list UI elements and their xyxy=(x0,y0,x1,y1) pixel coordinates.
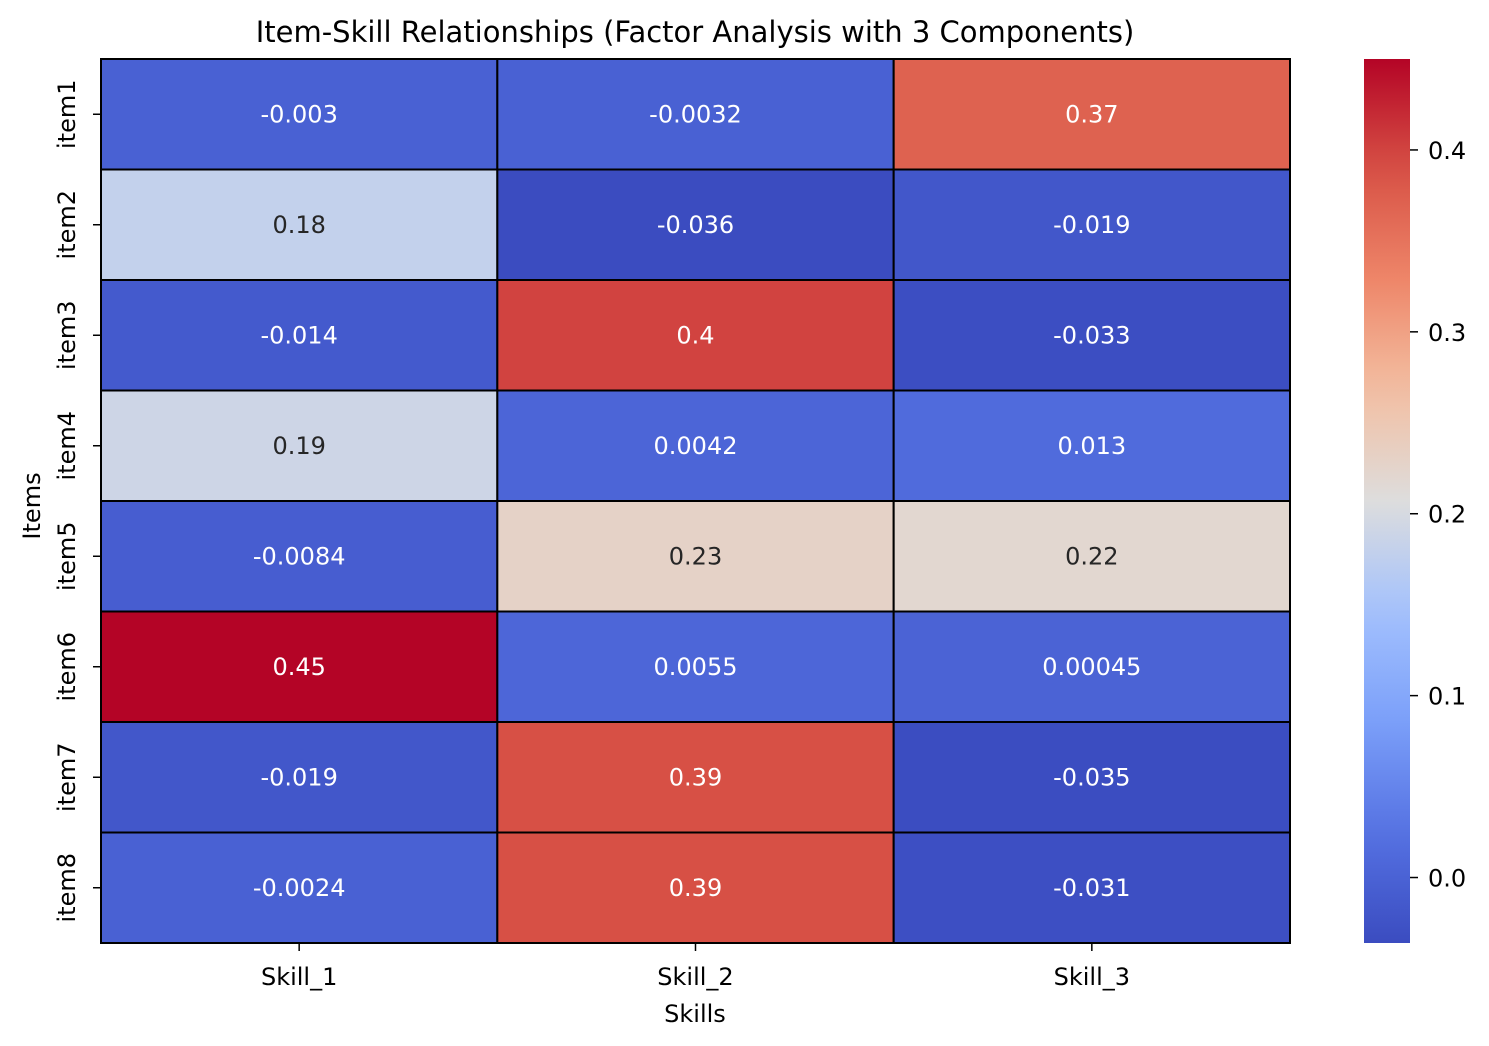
heatmap-cell xyxy=(892,389,1292,502)
colorbar-ticks: 0.0 0.1 0.2 0.3 0.4 xyxy=(1410,137,1466,893)
cell-value-label: 0.013 xyxy=(1057,432,1126,460)
cell-value-label: 0.23 xyxy=(669,542,722,570)
x-axis-label: Skills xyxy=(664,1000,726,1028)
cell-value-label: -0.035 xyxy=(1053,763,1130,791)
cell-value-label: 0.19 xyxy=(272,432,325,460)
cell-value-label: 0.37 xyxy=(1065,100,1118,128)
heatmap-cell xyxy=(892,831,1292,944)
heatmap-cell xyxy=(892,721,1292,834)
y-tick-label: item7 xyxy=(53,743,81,813)
cell-value-label: -0.019 xyxy=(1053,211,1130,239)
heatmap-cell xyxy=(496,168,895,281)
heatmap-cells xyxy=(100,58,1292,944)
cell-value-label: 0.00045 xyxy=(1042,653,1141,681)
cell-value-label: 0.22 xyxy=(1065,542,1118,570)
cell-value-label: -0.014 xyxy=(260,321,337,349)
heatmap-cell xyxy=(496,279,895,392)
heatmap-cell xyxy=(496,500,895,613)
cell-value-label: 0.39 xyxy=(669,874,722,902)
heatmap-cell xyxy=(496,58,895,171)
y-tick-label: item3 xyxy=(53,301,81,371)
heatmap-cell xyxy=(892,500,1292,613)
y-tick-label: item5 xyxy=(53,522,81,592)
cell-value-label: -0.036 xyxy=(657,211,734,239)
cell-value-label: 0.4 xyxy=(676,321,714,349)
heatmap-cell xyxy=(496,831,895,944)
y-tick-label: item4 xyxy=(53,411,81,481)
heatmap-cell xyxy=(496,721,895,834)
y-axis-label: Items xyxy=(18,472,46,539)
colorbar-tick-label: 0.3 xyxy=(1428,319,1466,347)
heatmap-cell xyxy=(100,500,499,613)
cell-value-label: -0.0024 xyxy=(253,874,346,902)
cell-value-label: -0.031 xyxy=(1053,874,1130,902)
cell-value-label: 0.45 xyxy=(272,653,325,681)
colorbar-tick-label: 0.1 xyxy=(1428,683,1466,711)
cell-value-label: -0.0084 xyxy=(253,542,346,570)
y-tick-label: item6 xyxy=(53,632,81,702)
y-tick-label: item1 xyxy=(53,80,81,150)
y-tick-label: item2 xyxy=(53,190,81,260)
x-tick-label: Skill_2 xyxy=(657,963,733,991)
cell-value-label: 0.0055 xyxy=(654,653,738,681)
heatmap-cell xyxy=(496,610,895,723)
y-tick-label: item8 xyxy=(53,853,81,923)
heatmap-cell xyxy=(892,168,1292,281)
heatmap-cell xyxy=(100,721,499,834)
y-axis-ticks: item1 item2 item3 item4 item5 item6 item7 item8 xyxy=(53,80,101,923)
colorbar-tick-label: 0.4 xyxy=(1428,137,1466,165)
colorbar xyxy=(1364,59,1410,943)
cell-value-label: 0.18 xyxy=(272,211,325,239)
chart-title: Item-Skill Relationships (Factor Analysi… xyxy=(256,15,1135,49)
cell-value-label: -0.033 xyxy=(1053,321,1130,349)
heatmap-cell xyxy=(100,58,499,171)
x-axis-ticks: Skill_1 Skill_2 Skill_3 xyxy=(261,943,1130,991)
heatmap-cell xyxy=(100,831,499,944)
colorbar-tick-label: 0.2 xyxy=(1428,501,1466,529)
cell-value-label: -0.0032 xyxy=(649,100,742,128)
cell-value-label: -0.003 xyxy=(260,100,337,128)
heatmap-cell xyxy=(892,610,1292,723)
cell-value-label: -0.019 xyxy=(260,763,337,791)
heatmap-cell xyxy=(892,58,1292,171)
x-tick-label: Skill_3 xyxy=(1054,963,1130,991)
x-tick-label: Skill_1 xyxy=(261,963,337,991)
heatmap-cell xyxy=(100,168,499,281)
heatmap-cell xyxy=(100,389,499,502)
cell-value-label: 0.39 xyxy=(669,763,722,791)
cell-value-label: 0.0042 xyxy=(654,432,738,460)
heatmap-cell-labels: -0.003 -0.0032 0.37 0.18 -0.036 -0.019 -0.014 0… xyxy=(253,100,1142,902)
colorbar-tick-label: 0.0 xyxy=(1428,865,1466,893)
